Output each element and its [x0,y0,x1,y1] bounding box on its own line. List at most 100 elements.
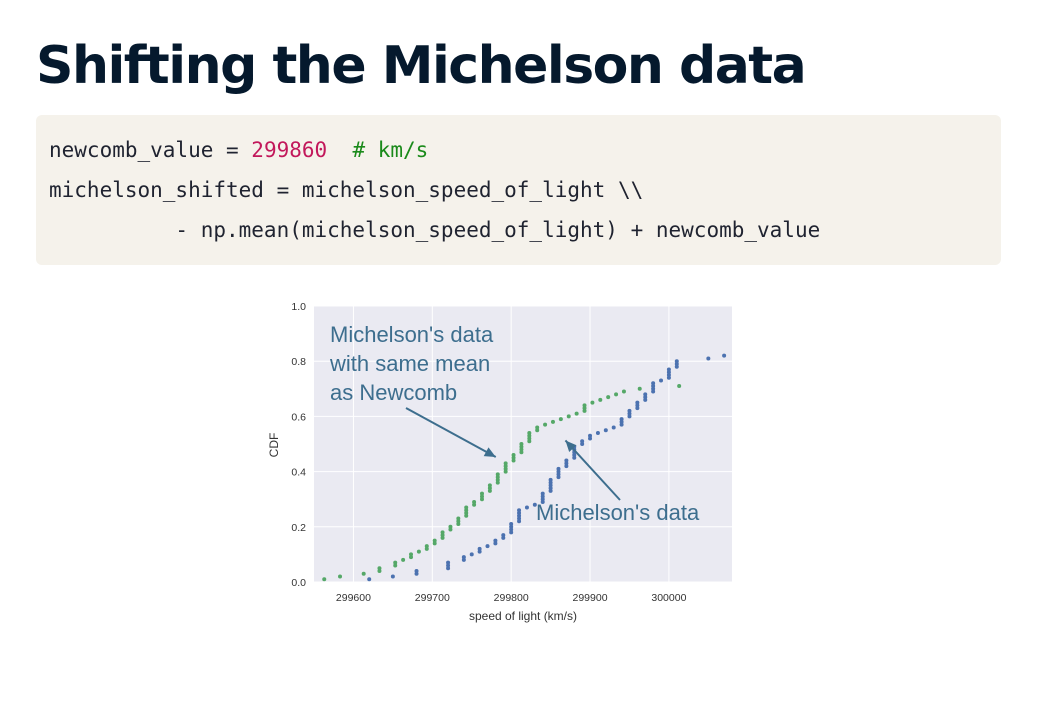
data-point [524,505,529,510]
data-point [448,524,453,529]
data-point [501,535,506,540]
data-point [517,516,522,521]
data-point [446,560,451,565]
data-point [548,480,553,485]
data-point [472,499,477,504]
code-block: newcomb_value = 299860 # km/s michelson_… [36,115,1001,265]
y-tick-label: 0.4 [291,467,306,479]
data-point [377,568,382,573]
data-point [556,469,561,474]
data-point [416,549,421,554]
x-tick-labels: 299600 299700 299800 299900 300000 [336,592,687,604]
data-point [527,439,532,444]
data-point [479,497,484,502]
data-point [556,466,561,471]
data-point [651,386,656,391]
data-point [566,414,571,419]
data-point [519,447,524,452]
annotation-shifted: Michelson's data with same mean as Newco… [329,322,494,405]
data-point [535,428,540,433]
data-point [322,577,327,582]
data-point [722,353,727,358]
data-point [448,527,453,532]
code-line: michelson_shifted = michelson_speed_of_l… [49,170,1001,210]
data-point [440,530,445,535]
data-point [677,384,682,389]
data-point [635,400,640,405]
data-point [519,450,524,455]
arrow-shifted-shaft [405,407,497,458]
y-axis-label: CDF [267,433,281,458]
data-point [611,425,616,430]
data-point [558,417,563,422]
data-point [409,552,414,557]
data-point [495,480,500,485]
data-point [479,491,484,496]
data-point [564,464,569,469]
data-point [503,469,508,474]
x-axis-label: speed of light (km/s) [469,609,577,623]
data-point [464,505,469,510]
data-point [540,497,545,502]
code-token: - np.mean(michelson_speed_of_light) + ne… [49,218,821,242]
data-point [487,486,492,491]
data-point [580,442,585,446]
data-point [393,560,398,565]
data-point [606,395,611,400]
y-tick-labels: 0.0 0.2 0.4 0.6 0.8 1.0 [291,301,306,589]
code-number-literal: 299860 [251,138,328,162]
data-point [550,419,555,424]
data-point [519,442,524,446]
data-point [621,389,626,394]
data-point [548,488,553,493]
data-point [440,535,445,540]
data-point [509,527,514,532]
y-tick-label: 1.0 [291,301,306,313]
data-point [338,574,343,579]
data-point [432,538,437,543]
data-point [527,433,532,438]
data-point [540,491,545,496]
data-point [627,411,632,416]
arrow-original-shaft [564,439,621,501]
code-token: newcomb_value = [49,138,252,162]
data-point [643,392,648,397]
data-point [548,486,553,491]
data-point [487,483,492,488]
data-point [390,574,395,579]
x-tick-label: 299700 [415,592,450,604]
code-token: michelson_shifted = michelson_speed_of_l… [49,178,644,202]
data-point [674,361,679,366]
y-tick-label: 0.8 [291,356,306,368]
chart-series-group [322,353,727,582]
data-point [674,359,679,364]
data-point [517,508,522,513]
data-point [517,513,522,518]
data-point [485,544,490,549]
annotation-line: as Newcomb [330,380,457,405]
data-point [503,461,508,466]
data-point [432,541,437,546]
x-tick-label: 299800 [494,592,529,604]
data-point [495,472,500,477]
data-point [424,544,429,549]
data-point [517,519,522,524]
data-point [580,439,585,444]
y-tick-label: 0.6 [291,411,306,423]
data-point [574,411,579,416]
data-point [595,430,600,435]
data-point [651,384,656,389]
data-point [643,395,648,400]
data-point [666,370,671,375]
annotation-line: Michelson's data [330,322,494,347]
code-line: - np.mean(michelson_speed_of_light) + ne… [49,210,1001,250]
data-point [409,555,414,560]
data-point [440,533,445,538]
x-tick-label: 300000 [651,592,686,604]
data-point [479,494,484,499]
data-point [493,538,498,543]
annotation-line: with same mean [329,351,490,376]
data-point [651,381,656,386]
data-point [503,466,508,471]
code-line: newcomb_value = 299860 # km/s [49,130,1001,170]
